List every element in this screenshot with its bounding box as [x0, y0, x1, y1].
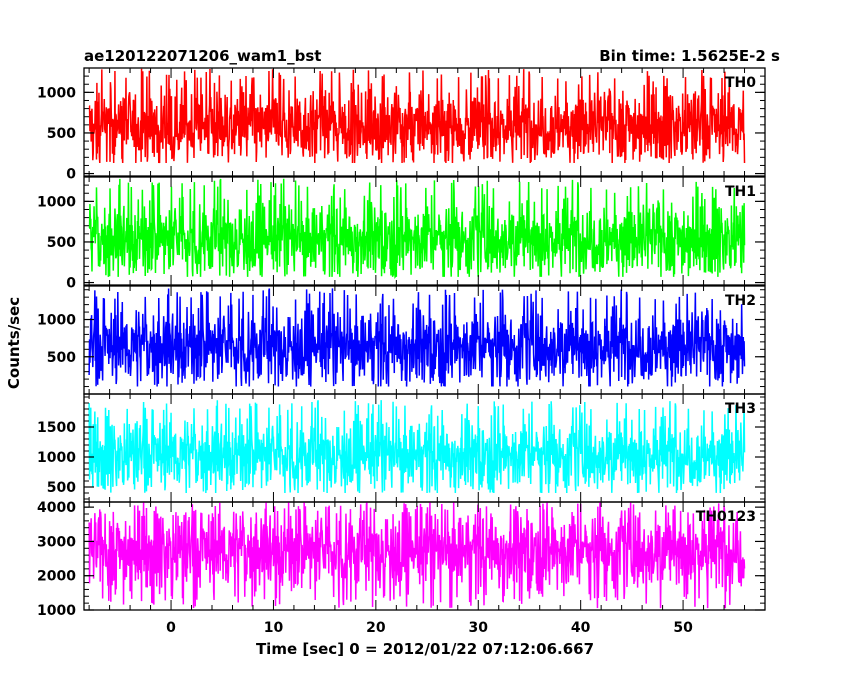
panel-frame [83, 501, 766, 611]
y-axis-label: Counts/sec [5, 297, 23, 389]
panel-frame [83, 176, 766, 286]
series-label-th1: TH1 [725, 184, 756, 200]
y-tick-label: 500 [47, 126, 76, 142]
panel-th2: 500 1000 TH2 [37, 285, 766, 395]
series-label-th0: TH0 [725, 75, 756, 91]
x-tick-label: 30 [469, 620, 489, 636]
panel-frame [83, 67, 766, 177]
panel-th3: 500 1000 1500 TH3 [37, 393, 766, 503]
series-line-th0 [88, 68, 746, 164]
y-tick-label: 0 [66, 276, 76, 292]
y-tick-label: 500 [47, 235, 76, 251]
chart-title-right: Bin time: 1.5625E-2 s [599, 47, 780, 65]
y-tick-label: 1000 [37, 194, 76, 210]
y-tick-label: 2000 [37, 569, 76, 585]
panels-group: 05001000TH005001000TH15001000TH250010001… [37, 67, 766, 636]
series-line-th1 [88, 178, 746, 280]
y-tick-label: 3000 [37, 534, 76, 550]
series-line-th3 [88, 400, 746, 494]
series-label-th3: TH3 [725, 401, 756, 417]
y-tick-label: 1500 [37, 420, 76, 436]
x-tick-label: 50 [673, 620, 693, 636]
x-tick-label: 0 [166, 620, 176, 636]
y-tick-label: 1000 [37, 450, 76, 466]
x-tick-label: 10 [264, 620, 284, 636]
series-line-th2 [88, 288, 746, 387]
y-tick-label: 1000 [37, 313, 76, 329]
panel-th0123: 1000 2000 3000 4000 TH0123 [37, 500, 766, 619]
y-tick-label: 1000 [37, 603, 76, 619]
chart-title-left: ae120122071206_wam1_bst [84, 47, 321, 65]
x-tick-label: 40 [571, 620, 591, 636]
series-label-th2: TH2 [725, 293, 756, 309]
series-label-th0123: TH0123 [696, 509, 756, 525]
y-tick-label: 4000 [37, 500, 76, 516]
y-tick-label: 500 [47, 480, 76, 496]
panel-th1: 0 500 1000 TH1 [37, 176, 766, 292]
y-tick-label: 1000 [37, 85, 76, 101]
x-axis-label: Time [sec] 0 = 2012/01/22 07:12:06.667 [256, 640, 594, 658]
y-tick-label: 500 [47, 350, 76, 366]
panel-th0: 0 500 1000 TH0 [37, 67, 766, 183]
series-line-th0123 [88, 502, 746, 609]
x-tick-label: 20 [366, 620, 386, 636]
y-tick-label: 0 [66, 167, 76, 183]
